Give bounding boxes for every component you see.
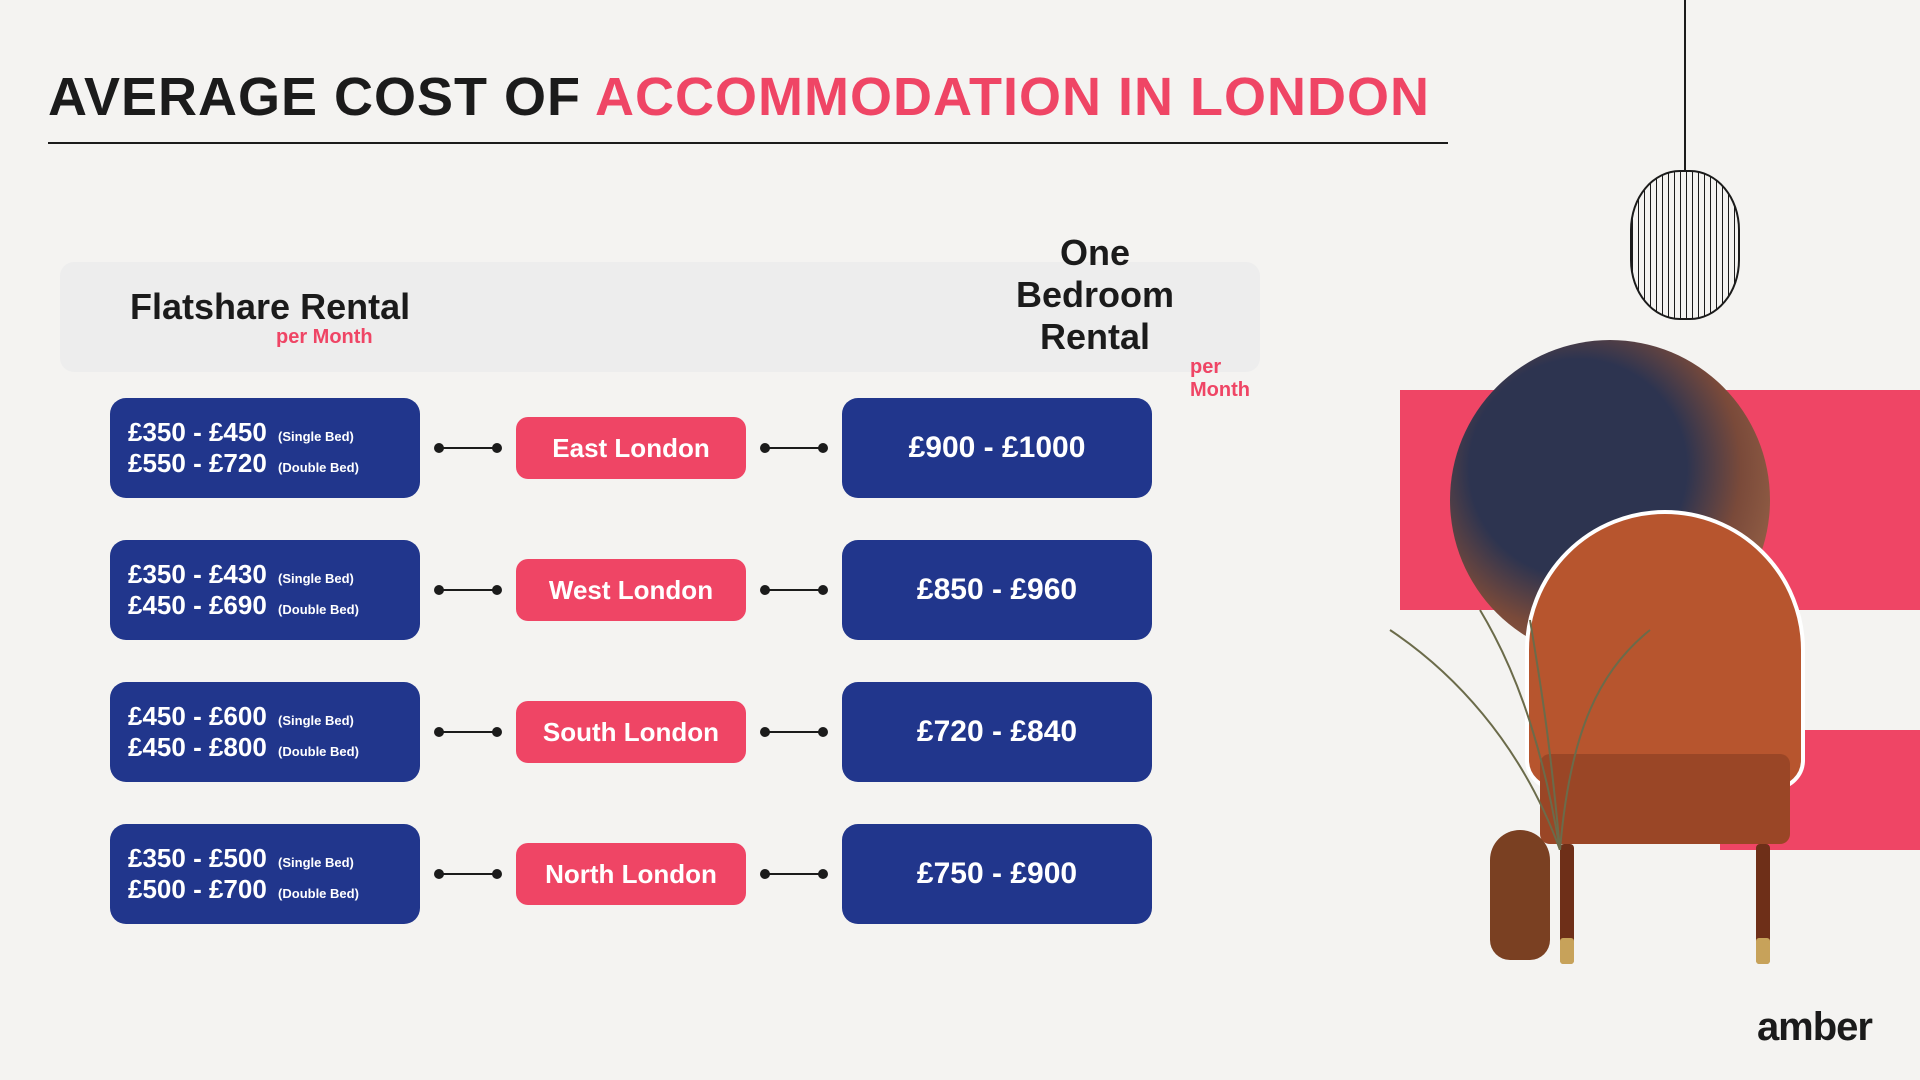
- flatshare-single-price: £350 - £450 (Single Bed): [128, 417, 402, 448]
- double-bed-label: (Double Bed): [278, 886, 359, 901]
- region-label: South London: [516, 701, 746, 763]
- page-title: AVERAGE COST OF ACCOMMODATION IN LONDON: [48, 66, 1800, 128]
- onebed-subtitle: per Month: [1000, 356, 1190, 402]
- single-bed-label: (Single Bed): [278, 571, 354, 586]
- pricing-row: £350 - £500 (Single Bed)£500 - £700 (Dou…: [110, 824, 1210, 924]
- connector-line: [438, 731, 498, 733]
- connector-line: [438, 447, 498, 449]
- pricing-row: £450 - £600 (Single Bed)£450 - £800 (Dou…: [110, 682, 1210, 782]
- pricing-row: £350 - £450 (Single Bed)£550 - £720 (Dou…: [110, 398, 1210, 498]
- double-bed-label: (Double Bed): [278, 460, 359, 475]
- onebed-price-box: £850 - £960: [842, 540, 1152, 640]
- onebed-price-box: £720 - £840: [842, 682, 1152, 782]
- double-bed-label: (Double Bed): [278, 744, 359, 759]
- flatshare-subtitle: per Month: [130, 326, 660, 349]
- title-part1: AVERAGE COST OF: [48, 67, 595, 127]
- onebed-title: One Bedroom Rental: [1000, 232, 1190, 358]
- flatshare-single-price: £450 - £600 (Single Bed): [128, 701, 402, 732]
- flatshare-double-price: £550 - £720 (Double Bed): [128, 448, 402, 479]
- vase-decoration: [1330, 770, 1630, 970]
- connector-line: [764, 731, 824, 733]
- onebed-price-box: £900 - £1000: [842, 398, 1152, 498]
- column-header-panel: Flatshare Rental per Month One Bedroom R…: [60, 262, 1260, 372]
- flatshare-double-price: £450 - £690 (Double Bed): [128, 590, 402, 621]
- pricing-rows: £350 - £450 (Single Bed)£550 - £720 (Dou…: [110, 398, 1210, 966]
- connector-line: [438, 589, 498, 591]
- onebed-price-box: £750 - £900: [842, 824, 1152, 924]
- onebed-column-header: One Bedroom Rental per Month: [660, 232, 1190, 402]
- page-title-wrap: AVERAGE COST OF ACCOMMODATION IN LONDON: [48, 66, 1800, 144]
- single-bed-label: (Single Bed): [278, 429, 354, 444]
- flatshare-price-box: £350 - £430 (Single Bed)£450 - £690 (Dou…: [110, 540, 420, 640]
- connector-line: [764, 873, 824, 875]
- connector-line: [764, 589, 824, 591]
- flatshare-title: Flatshare Rental: [130, 286, 660, 328]
- single-bed-label: (Single Bed): [278, 855, 354, 870]
- pendant-lamp-icon: [1630, 0, 1740, 340]
- region-label: North London: [516, 843, 746, 905]
- single-bed-label: (Single Bed): [278, 713, 354, 728]
- double-bed-label: (Double Bed): [278, 602, 359, 617]
- flatshare-price-box: £350 - £450 (Single Bed)£550 - £720 (Dou…: [110, 398, 420, 498]
- flatshare-price-box: £350 - £500 (Single Bed)£500 - £700 (Dou…: [110, 824, 420, 924]
- flatshare-double-price: £500 - £700 (Double Bed): [128, 874, 402, 905]
- title-underline: [48, 142, 1448, 144]
- flatshare-single-price: £350 - £500 (Single Bed): [128, 843, 402, 874]
- flatshare-single-price: £350 - £430 (Single Bed): [128, 559, 402, 590]
- connector-line: [438, 873, 498, 875]
- flatshare-double-price: £450 - £800 (Double Bed): [128, 732, 402, 763]
- flatshare-price-box: £450 - £600 (Single Bed)£450 - £800 (Dou…: [110, 682, 420, 782]
- title-part2-accent: ACCOMMODATION IN LONDON: [595, 67, 1430, 127]
- region-label: East London: [516, 417, 746, 479]
- pricing-row: £350 - £430 (Single Bed)£450 - £690 (Dou…: [110, 540, 1210, 640]
- flatshare-column-header: Flatshare Rental per Month: [130, 286, 660, 349]
- region-label: West London: [516, 559, 746, 621]
- brand-logo: amber: [1757, 1005, 1872, 1050]
- connector-line: [764, 447, 824, 449]
